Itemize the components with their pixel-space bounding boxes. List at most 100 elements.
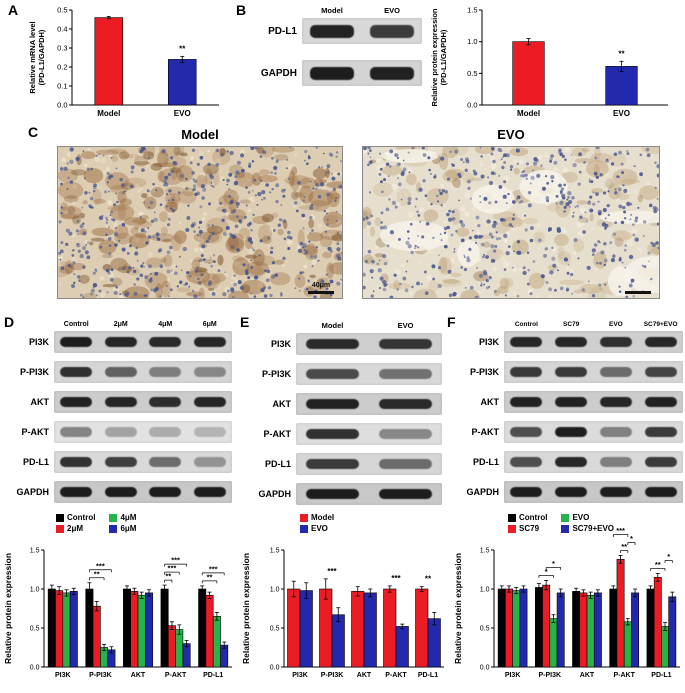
bar — [586, 594, 595, 668]
nucleus-dot — [503, 268, 507, 271]
nucleus-dot — [623, 210, 627, 214]
tissue-texture — [61, 157, 67, 163]
tissue-texture — [548, 294, 553, 298]
tissue-texture — [462, 174, 467, 179]
nucleus-dot — [122, 190, 126, 193]
nucleus-dot — [71, 254, 75, 257]
bar — [363, 592, 377, 668]
blot-lane — [504, 457, 549, 467]
nucleus-dot — [186, 216, 191, 220]
nucleus-dot — [245, 204, 248, 207]
nucleus-dot — [233, 282, 238, 287]
nucleus-dot — [142, 262, 145, 265]
nucleus-dot — [215, 148, 220, 153]
nucleus-dot — [166, 250, 171, 255]
nucleus-dot — [261, 198, 263, 201]
bar — [616, 559, 625, 668]
nucleus-dot — [113, 232, 119, 237]
protein-band — [306, 429, 359, 439]
tissue-texture — [230, 275, 236, 281]
tissue-texture — [639, 248, 644, 253]
nucleus-dot — [401, 170, 405, 174]
nucleus-dot — [166, 223, 171, 227]
legend-label: Model — [311, 513, 335, 522]
nucleus-dot — [140, 228, 145, 233]
nucleus-dot — [651, 242, 656, 248]
tissue-texture — [215, 158, 222, 165]
tissue-texture — [523, 217, 526, 220]
stain-blob — [198, 287, 205, 298]
tissue-texture — [569, 268, 575, 275]
nucleus-dot — [306, 162, 309, 165]
tissue-texture — [438, 280, 443, 284]
nucleus-dot — [564, 158, 567, 162]
blot-row: PI3K — [244, 333, 442, 355]
stain-blob — [513, 167, 520, 175]
nucleus-dot — [228, 195, 232, 198]
tissue-texture — [207, 149, 210, 153]
stain-blob — [456, 227, 470, 237]
nucleus-dot — [559, 286, 564, 291]
stain-blob — [83, 168, 104, 184]
nucleus-dot — [500, 217, 504, 222]
stain-blob — [445, 168, 465, 179]
tissue-texture — [311, 215, 316, 220]
nucleus-dot — [420, 282, 423, 286]
nucleus-dot — [124, 292, 129, 297]
nucleus-dot — [257, 191, 262, 197]
nucleus-dot — [105, 268, 110, 273]
nucleus-dot — [303, 196, 306, 198]
nucleus-dot — [282, 256, 286, 261]
nucleus-dot — [488, 232, 493, 237]
tissue-texture — [235, 192, 240, 197]
protein-label: PI3K — [478, 337, 499, 347]
nucleus-dot — [258, 254, 261, 257]
stain-blob — [646, 241, 659, 256]
tissue-texture — [193, 182, 198, 188]
blot-strip — [54, 481, 232, 503]
nucleus-dot — [303, 252, 307, 255]
stain-blob — [323, 214, 340, 225]
nucleus-dot — [121, 247, 126, 252]
stain-blob — [223, 189, 239, 205]
nucleus-dot — [106, 172, 110, 175]
nucleus-dot — [267, 236, 271, 240]
nucleus-dot — [370, 294, 375, 298]
nucleus-dot — [614, 191, 618, 195]
tissue-texture — [474, 223, 477, 226]
nucleus-dot — [302, 243, 307, 248]
nucleus-dot — [607, 213, 611, 217]
nucleus-dot — [253, 178, 257, 182]
nucleus-dot — [546, 182, 550, 185]
nucleus-dot — [114, 243, 118, 247]
stain-blob — [118, 151, 130, 160]
protein-band — [104, 397, 137, 407]
stain-blob — [160, 226, 168, 236]
tissue-texture — [390, 183, 398, 190]
nucleus-dot — [624, 266, 627, 269]
x-category-label: EVO — [174, 109, 191, 118]
nucleus-dot — [168, 189, 172, 193]
nucleus-dot — [188, 274, 192, 278]
nucleus-dot — [389, 230, 395, 235]
nucleus-dot — [397, 182, 402, 187]
nucleus-dot — [335, 219, 338, 222]
nucleus-dot — [274, 172, 277, 175]
protein-band — [510, 397, 543, 407]
stain-blob — [251, 255, 276, 267]
nucleus-dot — [447, 217, 453, 222]
nucleus-dot — [460, 265, 464, 269]
tissue-texture — [102, 170, 107, 176]
bar — [351, 591, 365, 668]
nucleus-dot — [260, 179, 263, 182]
nucleus-dot — [400, 198, 403, 201]
lane-labels: Control SC79 EVO SC79+EVO — [504, 321, 683, 328]
nucleus-dot — [147, 156, 150, 159]
tissue-texture — [537, 154, 543, 160]
nucleus-dot — [549, 270, 554, 275]
nucleus-dot — [152, 235, 156, 239]
protein-band — [370, 66, 414, 80]
stain-blob — [110, 257, 128, 271]
tissue-texture — [463, 211, 470, 217]
nucleus-dot — [643, 265, 647, 269]
